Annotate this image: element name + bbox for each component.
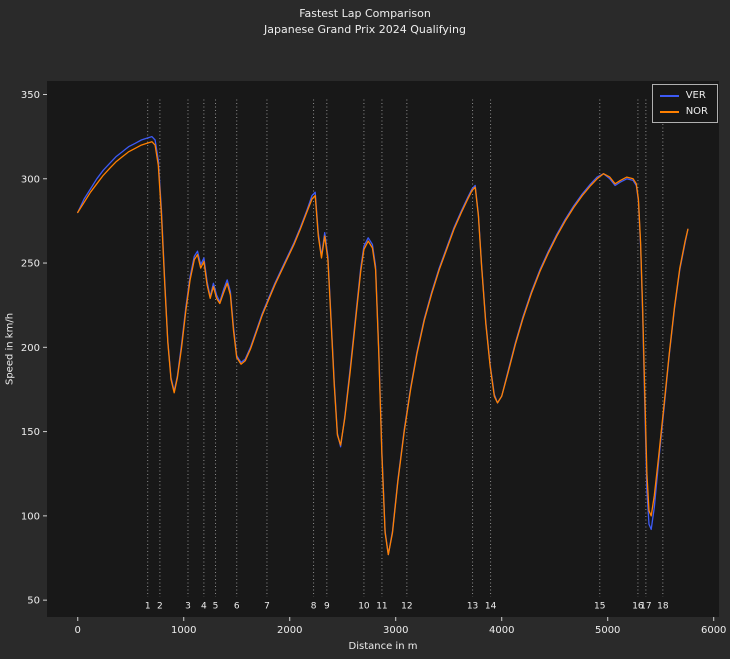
corner-number: 14 [485, 602, 497, 612]
corner-number: 5 [213, 602, 219, 612]
x-tick-label: 6000 [701, 625, 726, 636]
y-tick-label: 150 [21, 427, 40, 438]
x-axis-label: Distance in m [348, 641, 418, 652]
corner-number: 4 [201, 602, 207, 612]
legend-entry-nor: NOR [659, 106, 708, 117]
corner-number: 15 [594, 602, 605, 612]
chart-title-block: Fastest Lap Comparison Japanese Grand Pr… [0, 6, 730, 38]
y-tick-label: 350 [21, 90, 40, 101]
corner-number: 10 [358, 602, 370, 612]
y-tick-label: 300 [21, 174, 40, 185]
x-tick-label: 0 [75, 625, 81, 636]
y-tick-label: 200 [21, 343, 40, 354]
corner-number: 16 [632, 602, 644, 612]
chart-title: Fastest Lap Comparison [299, 7, 431, 20]
corner-number: 13 [467, 602, 478, 612]
x-tick-label: 4000 [489, 625, 514, 636]
corner-number: 2 [157, 602, 163, 612]
x-tick-label: 5000 [595, 625, 620, 636]
corner-number: 3 [185, 602, 191, 612]
trace-nor [77, 141, 689, 556]
nor-line-swatch [659, 110, 679, 113]
corner-number: 7 [264, 602, 270, 612]
x-tick-label: 3000 [383, 625, 408, 636]
corner-number: 11 [376, 602, 387, 612]
legend: VER NOR [651, 84, 718, 123]
legend-label-nor: NOR [685, 106, 708, 117]
ver-line-swatch [659, 94, 679, 97]
corner-number: 1 [145, 602, 151, 612]
corner-number: 17 [640, 602, 651, 612]
legend-label-ver: VER [685, 90, 706, 101]
corner-number: 12 [401, 602, 412, 612]
legend-entry-ver: VER [659, 90, 708, 101]
y-tick-label: 100 [21, 511, 40, 522]
x-tick-label: 2000 [277, 625, 302, 636]
corner-number: 6 [234, 602, 240, 612]
chart-subtitle: Japanese Grand Prix 2024 Qualifying [264, 23, 466, 36]
y-tick-label: 250 [21, 259, 40, 270]
corner-number: 8 [311, 602, 317, 612]
corner-number: 18 [657, 602, 669, 612]
corner-number: 9 [324, 602, 330, 612]
x-tick-label: 1000 [171, 625, 196, 636]
y-tick-label: 50 [27, 596, 40, 607]
